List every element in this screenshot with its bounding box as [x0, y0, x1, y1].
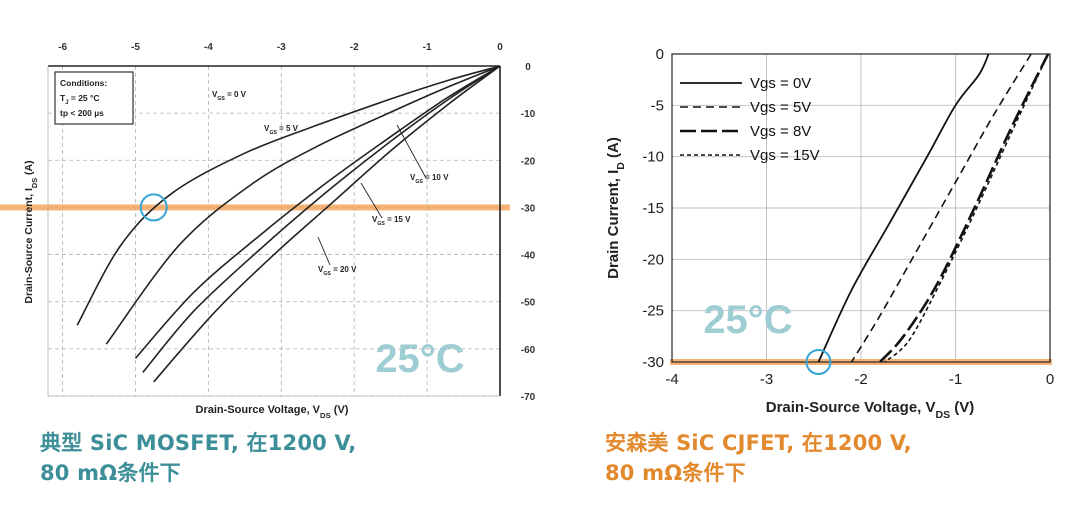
left-y-axis-title: Drain-Source Current, IDS (A) [23, 160, 39, 303]
right-x-tick-label: 0 [1046, 371, 1054, 388]
left-series-leader [360, 182, 383, 219]
right-y-tick-label: -10 [642, 149, 664, 166]
left-x-tick-label: -6 [58, 42, 67, 53]
right-y-tick-label: -25 [642, 303, 664, 320]
left-y-tick-label: -30 [521, 203, 536, 214]
right-x-axis-title: Drain-Source Voltage, VDS (V) [766, 399, 975, 421]
right-caption-line-2: 80 mΩ条件下 [605, 461, 746, 485]
right-series-line [878, 53, 1050, 363]
left-x-tick-label: -3 [277, 42, 286, 53]
right-y-tick-label: -20 [642, 251, 664, 268]
left-chart: -6 -5 -4 -3 -2 -1 00-10-20-30-40-50-60-70Drain… [0, 42, 536, 420]
left-y-tick-label: -50 [521, 298, 536, 309]
left-y-tick-label: -40 [521, 251, 536, 262]
left-y-tick-label: -20 [521, 156, 536, 167]
right-x-tick-label: -4 [665, 371, 678, 388]
left-x-tick-label: -2 [350, 42, 359, 53]
right-y-tick-label: -15 [642, 200, 664, 217]
right-frame [671, 53, 1051, 363]
right-chart: -4 -3 -2 -1 00-5-10-15-20-25-30Drain-Source … [605, 46, 1054, 421]
left-caption-line-1: 典型 SiC MOSFET, 在1200 V, [40, 431, 357, 455]
left-series-label: VGS = 0 V [212, 90, 247, 102]
right-legend-label: Vgs = 5V [750, 99, 811, 116]
right-temperature-label: 25°C [703, 298, 792, 342]
left-caption-line-2: 80 mΩ条件下 [40, 461, 181, 485]
left-y-tick-label: 0 [525, 62, 531, 73]
left-series-line [153, 65, 501, 383]
left-series-line [134, 65, 501, 359]
left-x-tick-label: -1 [423, 42, 432, 53]
left-x-tick-label: -4 [204, 42, 213, 53]
left-x-tick-label: -5 [131, 42, 140, 53]
right-x-tick-label: -1 [949, 371, 962, 388]
right-y-axis-title: Drain Current, ID (A) [605, 137, 627, 279]
left-marker-circle [139, 193, 168, 222]
left-series-label: VGS = 20 V [318, 265, 357, 277]
left-y-tick-label: -70 [521, 392, 536, 403]
right-caption-line-1: 安森美 SiC CJFET, 在1200 V, [605, 431, 912, 455]
right-series-line [850, 53, 1032, 363]
right-legend-label: Vgs = 15V [750, 147, 820, 164]
right-marker-circle [805, 349, 832, 375]
left-series-line [105, 65, 501, 345]
right-y-tick-label: 0 [656, 46, 664, 63]
right-caption: 安森美 SiC CJFET, 在1200 V, 80 mΩ条件下 [605, 428, 912, 488]
left-conditions-title: Conditions: [60, 78, 107, 88]
left-series-line [142, 65, 501, 373]
left-highlight-band [0, 204, 510, 211]
left-x-tick-label: 0 [497, 42, 503, 53]
left-conditions-temp: TJ = 25 °C [60, 93, 100, 106]
left-series-leader [396, 124, 427, 179]
left-series-label: VGS = 5 V [264, 124, 299, 136]
right-series-line [817, 53, 990, 363]
right-x-tick-label: -3 [760, 371, 773, 388]
left-y-tick-label: -10 [521, 109, 536, 120]
left-caption: 典型 SiC MOSFET, 在1200 V, 80 mΩ条件下 [40, 428, 356, 488]
left-series-leader [317, 236, 331, 266]
left-series-line [76, 65, 501, 326]
left-y-tick-label: -60 [521, 345, 536, 356]
left-temperature-label: 25°C [375, 337, 464, 381]
left-x-axis-title: Drain-Source Voltage, VDS (V) [196, 404, 349, 420]
left-series-label: VGS = 15 V [372, 215, 411, 227]
right-legend-label: Vgs = 0V [750, 75, 811, 92]
left-conditions-pulse: tp < 200 µs [60, 108, 104, 118]
left-conditions-box [54, 71, 134, 125]
right-y-tick-label: -30 [642, 354, 664, 371]
right-y-tick-label: -5 [651, 97, 664, 114]
right-x-tick-label: -2 [854, 371, 867, 388]
left-series-label: VGS = 10 V [410, 173, 449, 185]
right-legend-label: Vgs = 8V [750, 123, 811, 140]
